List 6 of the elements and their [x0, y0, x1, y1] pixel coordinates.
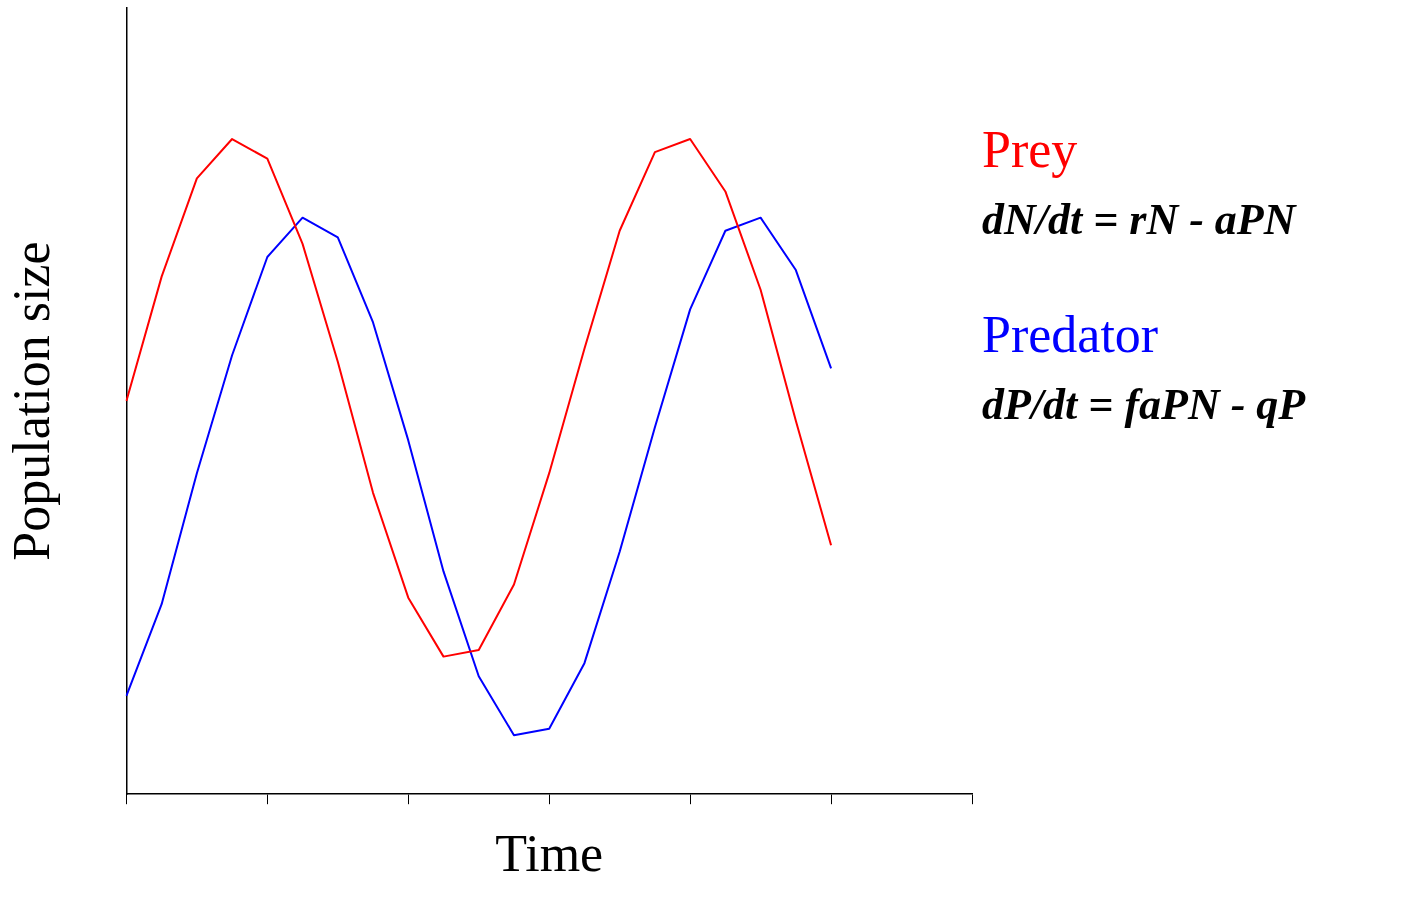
text: Predator: [982, 305, 1160, 365]
y-axis-title: Population size: [2, 241, 60, 561]
text: dP/dt = faPN - qP: [982, 379, 1307, 430]
text: dN/dt = rN - aPN: [982, 194, 1298, 245]
text: Prey: [982, 120, 1079, 180]
x-axis-title: Time: [495, 825, 604, 883]
